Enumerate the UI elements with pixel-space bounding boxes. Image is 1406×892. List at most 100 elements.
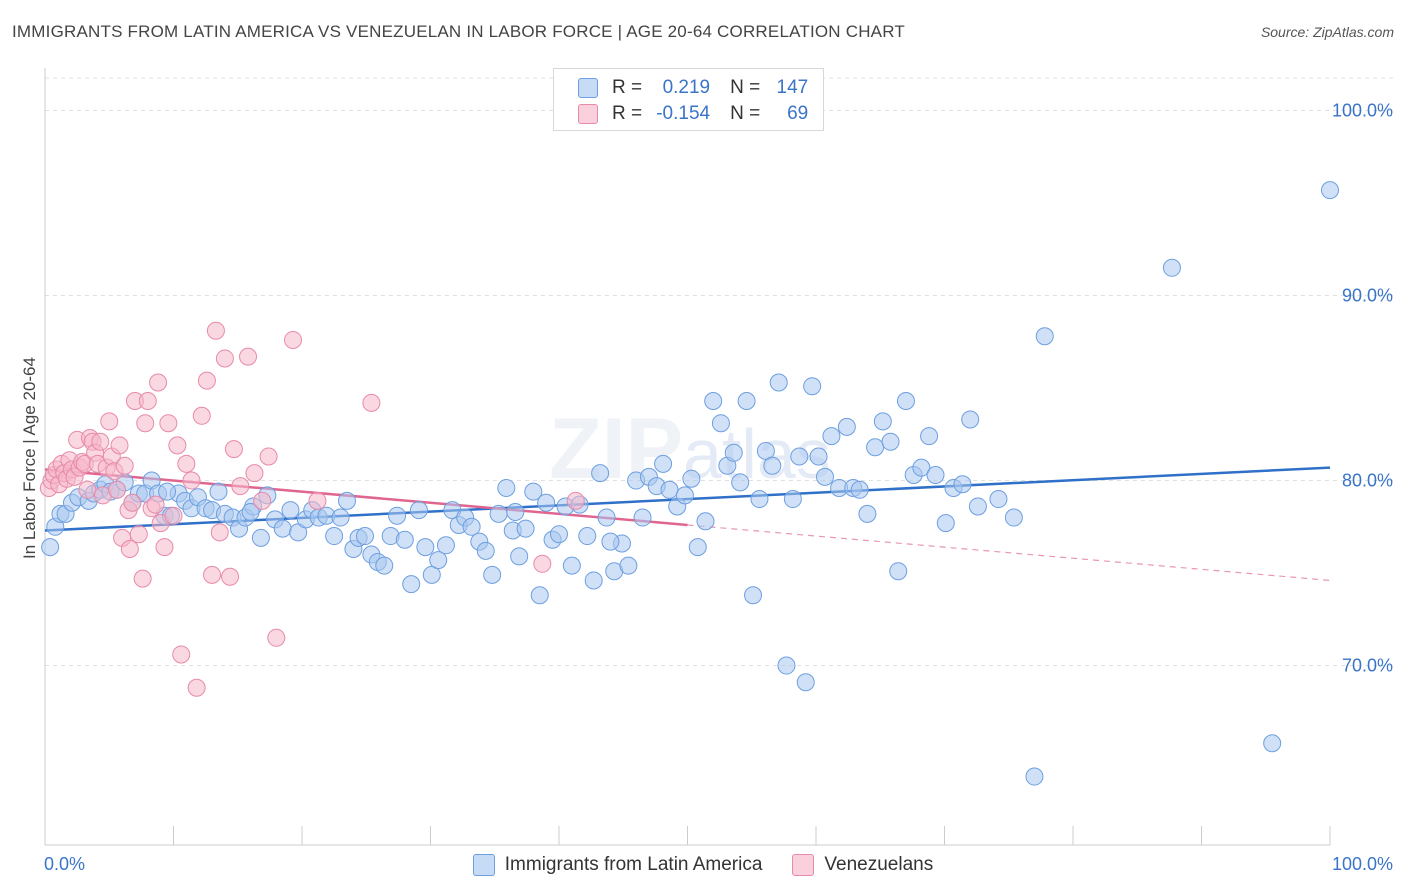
venezuelan-point bbox=[533, 554, 552, 573]
venezuelan-point bbox=[120, 540, 139, 558]
latin-america-point bbox=[375, 556, 394, 575]
latin-america-point bbox=[1162, 258, 1181, 277]
venezuelan-point bbox=[224, 440, 243, 459]
data-points bbox=[39, 181, 1339, 786]
latin-america-point bbox=[961, 410, 980, 429]
venezuelan-point bbox=[187, 678, 206, 697]
venezuelan-point bbox=[206, 321, 225, 340]
venezuelan-point bbox=[221, 567, 240, 586]
latin-america-point bbox=[402, 575, 421, 594]
latin-america-point bbox=[881, 432, 900, 451]
latin-america-point bbox=[41, 538, 60, 557]
venezuelan-point bbox=[159, 414, 178, 433]
r-value: 0.219 bbox=[662, 77, 711, 98]
latin-america-point bbox=[889, 562, 908, 581]
latin-america-point bbox=[926, 466, 945, 484]
latin-america-point bbox=[601, 532, 620, 551]
venezuelan-point bbox=[168, 436, 187, 455]
venezuelan-point bbox=[566, 491, 585, 510]
latin-america-point bbox=[1263, 734, 1282, 753]
venezuelan-point bbox=[110, 436, 129, 455]
latin-america-point bbox=[654, 454, 673, 473]
latin-america-point bbox=[429, 551, 448, 570]
latin-america-point bbox=[796, 673, 815, 692]
latin-america-point bbox=[524, 482, 543, 501]
venezuelan-point bbox=[136, 414, 155, 433]
legend-swatch-blue bbox=[578, 78, 598, 98]
latin-america-point bbox=[591, 464, 610, 483]
n-label: N = bbox=[730, 103, 761, 124]
latin-america-point bbox=[682, 469, 701, 488]
gridlines bbox=[45, 77, 1395, 667]
venezuelan-point bbox=[308, 491, 327, 510]
latin-america-point bbox=[273, 519, 292, 538]
latin-america-point bbox=[790, 447, 809, 466]
legend-item-latin-america[interactable]: Immigrants from Latin America bbox=[472, 854, 763, 876]
latin-america-point bbox=[1035, 327, 1054, 346]
latin-america-point bbox=[562, 556, 581, 575]
latin-america-point bbox=[550, 525, 568, 544]
latin-america-point bbox=[158, 482, 177, 501]
venezuelan-point bbox=[203, 565, 222, 584]
x-tick-label: 100.0% bbox=[1332, 854, 1393, 874]
latin-america-point bbox=[696, 512, 715, 531]
legend-label: Venezuelans bbox=[824, 854, 934, 875]
y-tick-label: 90.0% bbox=[1342, 286, 1393, 306]
venezuelan-point bbox=[115, 456, 134, 475]
latin-america-point bbox=[325, 527, 344, 546]
latin-america-point bbox=[537, 493, 556, 512]
venezuelan-point bbox=[123, 493, 142, 512]
venezuelan-point bbox=[164, 506, 183, 525]
latin-america-point bbox=[462, 517, 481, 536]
n-label: N = bbox=[730, 77, 761, 98]
latin-america-point bbox=[337, 491, 356, 510]
latin-america-point bbox=[989, 490, 1008, 509]
latin-america-point bbox=[476, 541, 495, 560]
y-tick-label: 70.0% bbox=[1342, 656, 1393, 676]
latin-america-point bbox=[633, 508, 652, 527]
venezuelan-point bbox=[197, 371, 216, 390]
venezuelan-point bbox=[284, 330, 303, 349]
source-label: Source: ZipAtlas.com bbox=[1260, 24, 1394, 40]
r-value: -0.154 bbox=[656, 103, 711, 124]
legend-item-venezuelans[interactable]: Venezuelans bbox=[792, 854, 933, 876]
latin-america-point bbox=[968, 497, 987, 516]
legend-label: Immigrants from Latin America bbox=[504, 854, 763, 875]
venezuelan-point bbox=[149, 373, 168, 392]
latin-america-point bbox=[578, 527, 597, 546]
latin-america-point bbox=[660, 480, 679, 499]
venezuelan-point bbox=[146, 495, 165, 514]
latin-america-point bbox=[506, 503, 525, 521]
venezuelan-point bbox=[239, 347, 258, 366]
legend-swatch-pink bbox=[792, 854, 815, 876]
latin-america-point bbox=[675, 486, 694, 505]
latin-america-point bbox=[241, 503, 260, 521]
latin-america-point bbox=[777, 656, 796, 675]
latin-america-point bbox=[822, 427, 841, 446]
latin-america-point bbox=[483, 565, 502, 584]
latin-america-point bbox=[783, 490, 802, 509]
venezuelan-point bbox=[215, 349, 234, 368]
latin-america-point bbox=[815, 467, 834, 486]
latin-america-point bbox=[1025, 767, 1044, 786]
venezuelan-trend-extension bbox=[687, 524, 1331, 582]
venezuelan-point bbox=[210, 523, 229, 542]
latin-america-point bbox=[1004, 508, 1023, 527]
latin-america-point bbox=[731, 473, 750, 492]
venezuelan-point bbox=[259, 447, 278, 466]
latin-america-point bbox=[896, 392, 915, 410]
latin-america-point bbox=[873, 412, 892, 431]
y-tick-label: 80.0% bbox=[1342, 471, 1393, 491]
latin-america-point bbox=[597, 508, 616, 527]
latin-america-point bbox=[584, 571, 603, 590]
latin-america-point bbox=[837, 417, 856, 436]
latin-america-point bbox=[953, 475, 972, 494]
y-axis-title: In Labor Force | Age 20-64 bbox=[20, 357, 39, 559]
venezuelan-point bbox=[100, 412, 119, 431]
latin-america-point bbox=[711, 414, 730, 433]
latin-america-point bbox=[388, 506, 407, 525]
latin-america-point bbox=[510, 547, 529, 566]
venezuelan-point bbox=[245, 464, 264, 483]
latin-america-point bbox=[850, 480, 869, 499]
